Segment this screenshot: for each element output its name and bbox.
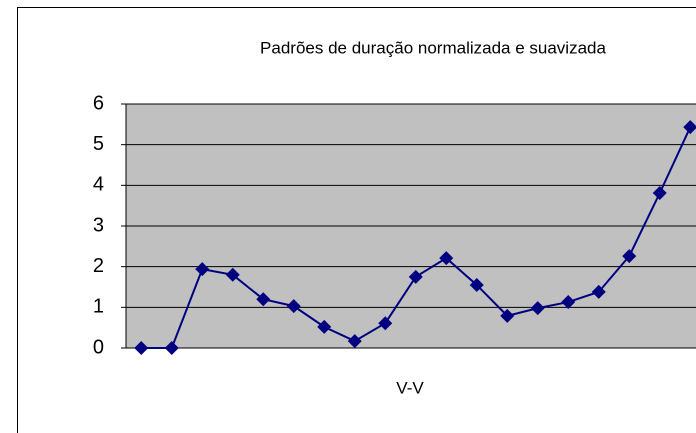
marker: [134, 341, 149, 355]
marker: [408, 269, 423, 284]
x-axis-label: V-V: [396, 378, 424, 397]
y-tick-label: 1: [93, 296, 104, 318]
marker: [164, 341, 179, 355]
y-tick-label: 3: [93, 214, 104, 236]
marker: [439, 251, 454, 266]
marker: [469, 277, 484, 292]
marker: [225, 267, 240, 282]
marker: [347, 334, 362, 349]
marker: [530, 301, 545, 316]
y-tick-label: 6: [93, 92, 104, 114]
marker: [561, 295, 576, 310]
chart-title: Padrões de duração normalizada e suaviza…: [260, 38, 606, 57]
marker: [652, 186, 667, 201]
marker: [683, 120, 696, 135]
marker: [256, 292, 271, 307]
marker: [378, 316, 393, 331]
marker: [500, 308, 515, 323]
y-tick-label: 4: [93, 174, 104, 196]
marker: [317, 319, 332, 334]
y-tick-label: 2: [93, 255, 104, 277]
marker: [195, 262, 210, 277]
marker: [591, 284, 606, 299]
y-tick-label: 5: [93, 133, 104, 155]
marker: [622, 249, 637, 264]
y-tick-label: 0: [93, 336, 104, 358]
marker: [286, 299, 301, 314]
